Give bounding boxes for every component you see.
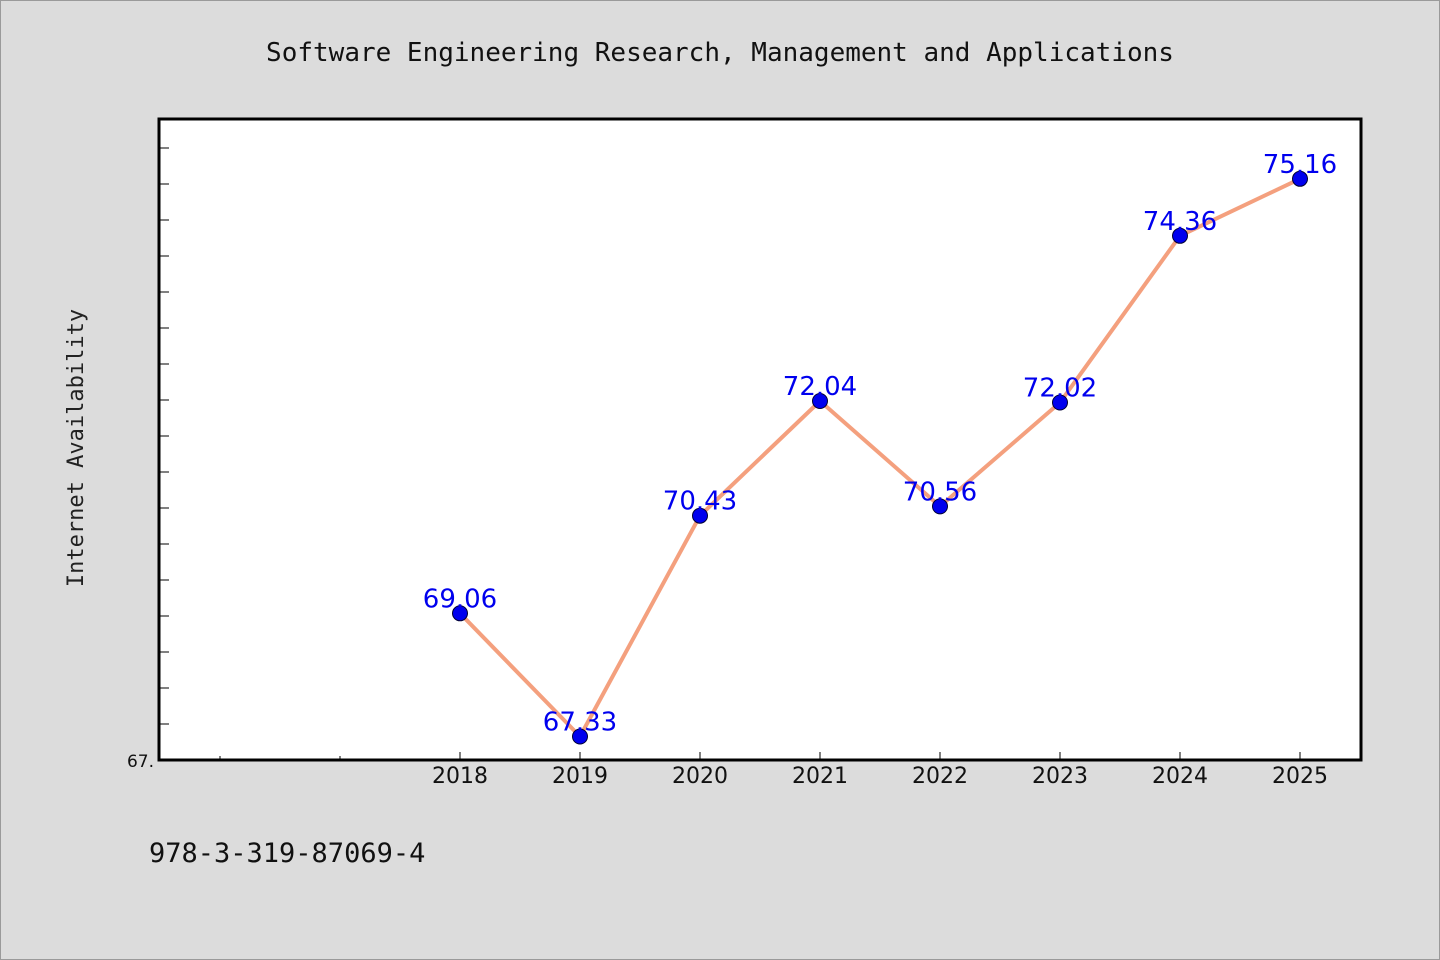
data-point <box>932 498 948 515</box>
x-tick-label: 2021 <box>792 764 848 789</box>
data-label: 70.43 <box>663 487 737 517</box>
data-label: 75.16 <box>1263 150 1337 180</box>
x-tick-labels: 2018 2019 2020 2021 2022 2023 2024 2025 <box>432 764 1328 789</box>
x-tick-label: 2018 <box>432 764 488 789</box>
series-line <box>458 176 1302 739</box>
data-point <box>692 507 708 524</box>
x-tick-label: 2020 <box>672 764 728 789</box>
data-point <box>1172 227 1188 244</box>
data-labels: 69.06 67.33 70.43 72.04 70.56 72.02 74.36 75.16 <box>423 150 1337 738</box>
x-tick-label: 2024 <box>1152 764 1208 789</box>
data-label: 69.06 <box>423 584 497 614</box>
series-line-group <box>458 176 1302 739</box>
data-point <box>572 728 588 745</box>
chart-title: Software Engineering Research, Managemen… <box>266 38 1174 68</box>
data-label: 72.02 <box>1023 374 1097 404</box>
axis-ticks <box>159 147 1301 760</box>
plot-area <box>157 117 1363 762</box>
data-label: 67.33 <box>543 708 617 738</box>
data-point <box>452 605 468 622</box>
data-label: 70.56 <box>903 477 977 507</box>
x-tick-label: 2022 <box>912 764 968 789</box>
data-label: 72.04 <box>783 372 857 402</box>
data-point <box>1292 170 1308 187</box>
data-point <box>1052 394 1068 411</box>
data-label: 74.36 <box>1143 207 1217 237</box>
data-point <box>812 393 828 409</box>
isbn-text: 978-3-319-87069-4 <box>149 838 425 869</box>
y-axis-label: Internet Availability <box>64 309 89 587</box>
data-markers <box>452 170 1308 745</box>
x-tick-label: 2023 <box>1032 764 1088 789</box>
x-tick-label: 2025 <box>1272 764 1328 789</box>
y-tick-label: 67. <box>127 752 154 772</box>
x-tick-label: 2019 <box>552 764 608 789</box>
